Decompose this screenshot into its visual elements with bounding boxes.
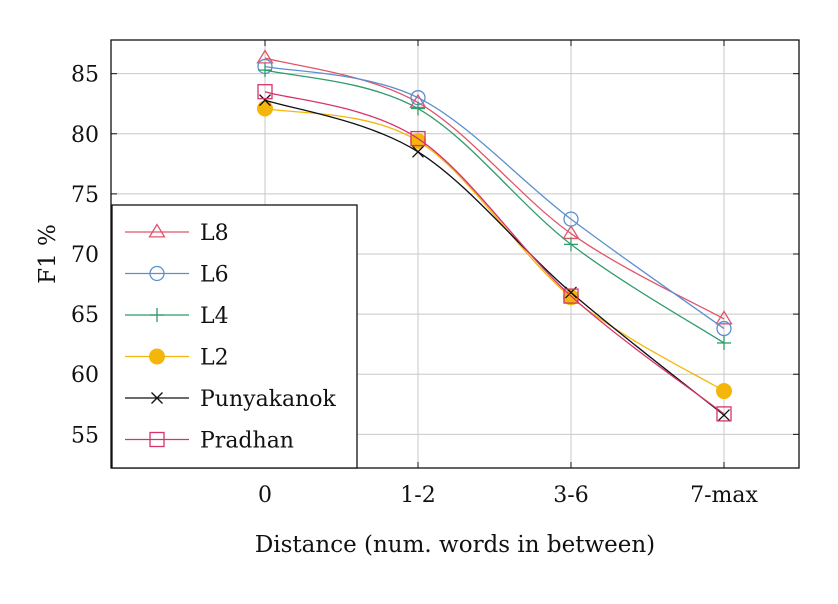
y-tick-label: 70 xyxy=(71,243,99,268)
data-point-l8-3 xyxy=(715,310,733,325)
y-tick-label: 55 xyxy=(71,423,99,448)
data-point-l4-2 xyxy=(564,237,578,252)
data-point-pradhan-0 xyxy=(257,84,273,100)
marker-stroke xyxy=(151,392,163,404)
series-layer xyxy=(256,49,733,422)
x-tick-label: 1-2 xyxy=(400,483,435,508)
legend-entry-l6: L6 xyxy=(125,263,229,288)
data-point-l8-0 xyxy=(256,49,274,64)
marker-stroke xyxy=(259,94,271,107)
y-tick-label: 75 xyxy=(71,183,99,208)
series-line-l2 xyxy=(264,107,725,392)
data-point-pradhan-2 xyxy=(563,288,579,304)
legend-label: L2 xyxy=(200,346,229,371)
data-point-l4-3 xyxy=(717,335,731,350)
data-point-l6-2 xyxy=(563,211,579,227)
legend-label: L6 xyxy=(200,263,229,288)
legend-label: Pradhan xyxy=(200,429,294,454)
legend-swatch-marker xyxy=(150,308,164,322)
x-axis-title: Distance (num. words in between) xyxy=(255,532,655,558)
x-tick-label: 7-max xyxy=(690,483,758,508)
y-tick-label: 80 xyxy=(71,123,99,148)
data-point-punyakanok-1 xyxy=(412,145,424,158)
x-tick-label: 0 xyxy=(258,483,272,508)
y-axis-title: F1 % xyxy=(35,224,61,284)
legend-swatch-marker xyxy=(148,223,166,238)
data-point-l4-1 xyxy=(411,101,425,116)
legend: L8 L6 L4 L2 Punyakanok Pradhan xyxy=(111,204,358,469)
data-point-l2-0 xyxy=(257,100,273,117)
legend-label: Punyakanok xyxy=(200,387,337,412)
legend-label: L8 xyxy=(200,221,229,246)
data-point-l2-3 xyxy=(716,383,732,400)
series-l2 xyxy=(257,100,732,400)
y-tick-label: 60 xyxy=(71,363,99,388)
data-point-pradhan-3 xyxy=(716,406,732,422)
legend-entry-l2: L2 xyxy=(125,346,229,371)
marker-stroke xyxy=(412,145,424,158)
legend-box xyxy=(111,204,358,469)
marker-stroke xyxy=(718,409,730,422)
data-point-punyakanok-0 xyxy=(259,94,271,107)
legend-swatch-marker xyxy=(149,431,165,448)
legend-entry-l4: L4 xyxy=(125,304,229,329)
data-point-pradhan-1 xyxy=(410,130,426,147)
series-pradhan xyxy=(257,84,732,422)
series-line-punyakanok xyxy=(264,99,725,416)
y-tick-label: 85 xyxy=(71,63,99,88)
series-line-pradhan xyxy=(264,91,725,415)
y-tick-label: 65 xyxy=(71,303,99,328)
series-line-l6 xyxy=(264,65,725,330)
series-line-l4 xyxy=(264,69,725,344)
series-line-l8 xyxy=(264,57,725,320)
x-tick-label: 3-6 xyxy=(553,483,588,508)
legend-swatch-marker xyxy=(149,348,165,365)
legend-entry-l8: L8 xyxy=(125,221,229,246)
legend-entry-pradhan: Pradhan xyxy=(125,429,294,454)
legend-swatch-marker xyxy=(151,392,163,404)
data-point-l4-0 xyxy=(258,63,272,78)
series-l4 xyxy=(258,63,731,350)
legend-entry-punyakanok: Punyakanok xyxy=(125,387,337,412)
data-point-l6-3 xyxy=(716,320,732,337)
legend-label: L4 xyxy=(200,304,229,329)
legend-swatch-marker xyxy=(149,265,165,282)
axes: 55 60 65 70 75 80 85 0 1-2 3-6 7-max xyxy=(71,40,799,508)
